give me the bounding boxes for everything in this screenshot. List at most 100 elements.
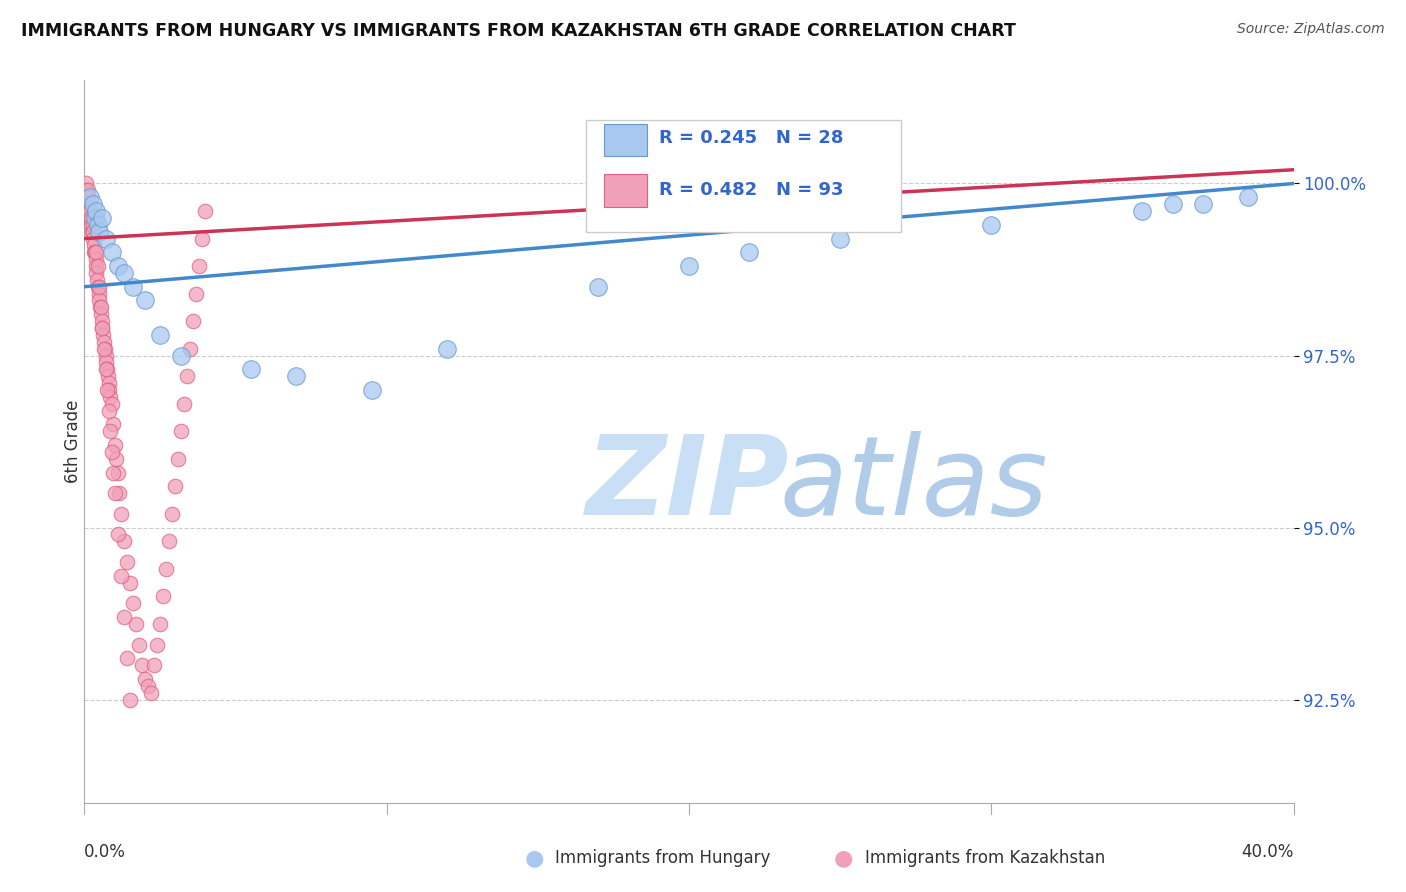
Point <box>91 321 114 335</box>
Point <box>79 190 101 204</box>
Text: Immigrants from Kazakhstan: Immigrants from Kazakhstan <box>865 849 1105 867</box>
Text: ZIP: ZIP <box>586 432 790 539</box>
Point <box>110 568 132 582</box>
Point <box>86 204 108 219</box>
Point <box>160 507 183 521</box>
Point <box>1132 204 1154 219</box>
Point <box>436 342 458 356</box>
Point <box>149 327 172 342</box>
Point <box>139 686 162 700</box>
Point <box>142 658 165 673</box>
Point <box>678 259 700 273</box>
Point <box>146 638 169 652</box>
Point <box>89 279 111 293</box>
Point <box>93 334 115 349</box>
Point <box>108 486 131 500</box>
Point <box>118 692 141 706</box>
Point <box>1192 197 1215 211</box>
Point <box>87 286 110 301</box>
Point <box>79 204 101 219</box>
Point <box>86 245 108 260</box>
Point <box>87 279 110 293</box>
Point <box>239 362 262 376</box>
Text: R = 0.245   N = 28: R = 0.245 N = 28 <box>659 129 844 147</box>
Point <box>170 349 193 363</box>
Point <box>100 245 122 260</box>
Point <box>82 218 104 232</box>
Point <box>86 266 108 280</box>
Point <box>76 197 98 211</box>
Point <box>76 183 98 197</box>
Text: ●: ● <box>524 848 544 868</box>
Point <box>155 562 177 576</box>
Point <box>125 616 148 631</box>
Text: R = 0.482   N = 93: R = 0.482 N = 93 <box>659 181 844 199</box>
Point <box>87 218 110 232</box>
Bar <box>605 174 647 207</box>
Bar <box>605 124 647 156</box>
Point <box>84 259 107 273</box>
Point <box>181 314 204 328</box>
Point <box>167 451 190 466</box>
Point <box>1237 190 1260 204</box>
Point <box>360 383 382 397</box>
Point <box>588 279 610 293</box>
Text: ●: ● <box>834 848 853 868</box>
Point <box>84 245 107 260</box>
Point <box>84 252 107 267</box>
Point <box>112 534 135 549</box>
Point <box>98 383 121 397</box>
Point <box>121 279 143 293</box>
Point <box>105 451 128 466</box>
Point <box>79 211 101 225</box>
Point <box>98 424 121 438</box>
Point <box>97 403 120 417</box>
Point <box>131 658 153 673</box>
Point <box>149 616 172 631</box>
Point <box>104 438 127 452</box>
Point <box>82 231 104 245</box>
Point <box>93 327 115 342</box>
Point <box>191 231 214 245</box>
Point <box>94 355 117 369</box>
Point <box>77 183 100 197</box>
Point <box>90 307 112 321</box>
Point <box>101 417 124 432</box>
Text: Source: ZipAtlas.com: Source: ZipAtlas.com <box>1237 22 1385 37</box>
Point <box>76 190 98 204</box>
Point <box>115 651 138 665</box>
Point <box>77 204 100 219</box>
Point <box>87 259 110 273</box>
Text: IMMIGRANTS FROM HUNGARY VS IMMIGRANTS FROM KAZAKHSTAN 6TH GRADE CORRELATION CHAR: IMMIGRANTS FROM HUNGARY VS IMMIGRANTS FR… <box>21 22 1017 40</box>
Point <box>738 245 761 260</box>
Point <box>115 555 138 569</box>
Point <box>188 259 211 273</box>
Point <box>179 342 201 356</box>
Point <box>91 211 114 225</box>
Point <box>176 369 198 384</box>
FancyBboxPatch shape <box>586 120 901 232</box>
Point <box>830 231 852 245</box>
Point <box>84 211 107 225</box>
Point <box>165 479 187 493</box>
Point <box>90 301 112 315</box>
Point <box>118 575 141 590</box>
Point <box>194 204 217 219</box>
Point <box>90 314 112 328</box>
Text: atlas: atlas <box>780 432 1049 539</box>
Point <box>128 638 150 652</box>
Point <box>1161 197 1184 211</box>
Point <box>285 369 308 384</box>
Point <box>75 177 97 191</box>
Point <box>107 466 129 480</box>
Text: Immigrants from Hungary: Immigrants from Hungary <box>555 849 770 867</box>
Point <box>101 466 124 480</box>
Point <box>112 266 135 280</box>
Point <box>107 259 129 273</box>
Point <box>94 342 117 356</box>
Point <box>77 190 100 204</box>
Point <box>136 679 159 693</box>
Point <box>94 349 117 363</box>
Point <box>170 424 193 438</box>
Point <box>134 293 156 308</box>
